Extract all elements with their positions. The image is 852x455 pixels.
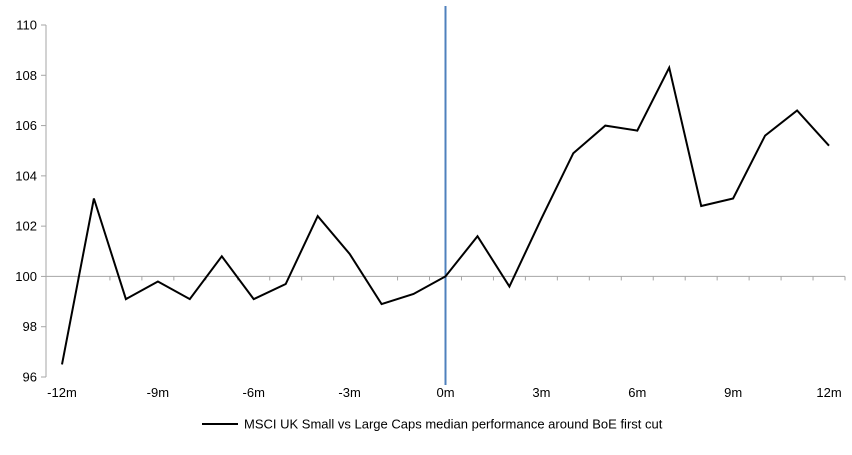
y-tick-label: 102 — [15, 219, 37, 234]
x-tick-label: 9m — [724, 385, 742, 400]
y-tick-label: 108 — [15, 68, 37, 83]
x-tick-label: 0m — [436, 385, 454, 400]
x-tick-label: 3m — [532, 385, 550, 400]
legend-label: MSCI UK Small vs Large Caps median perfo… — [244, 417, 663, 432]
x-tick-label: 6m — [628, 385, 646, 400]
series-line — [61, 64, 830, 365]
x-tick-label: 12m — [816, 385, 841, 400]
x-tick-label: -6m — [243, 385, 265, 400]
y-tick-label: 110 — [16, 18, 37, 33]
legend: MSCI UK Small vs Large Caps median perfo… — [202, 417, 663, 432]
y-tick-label: 98 — [23, 319, 37, 334]
x-tick-label: -12m — [47, 385, 77, 400]
x-tick-label: -3m — [338, 385, 360, 400]
y-tick-label: 106 — [15, 118, 37, 133]
plot-area: 96 98 100 102 104 106 108 110 -12m -9m -6m -3m 0m 3m 6… — [15, 6, 846, 400]
y-tick-label: 100 — [15, 269, 37, 284]
y-tick-label: 104 — [15, 168, 37, 183]
x-tick-label: -9m — [147, 385, 169, 400]
y-tick-label: 96 — [23, 370, 37, 385]
